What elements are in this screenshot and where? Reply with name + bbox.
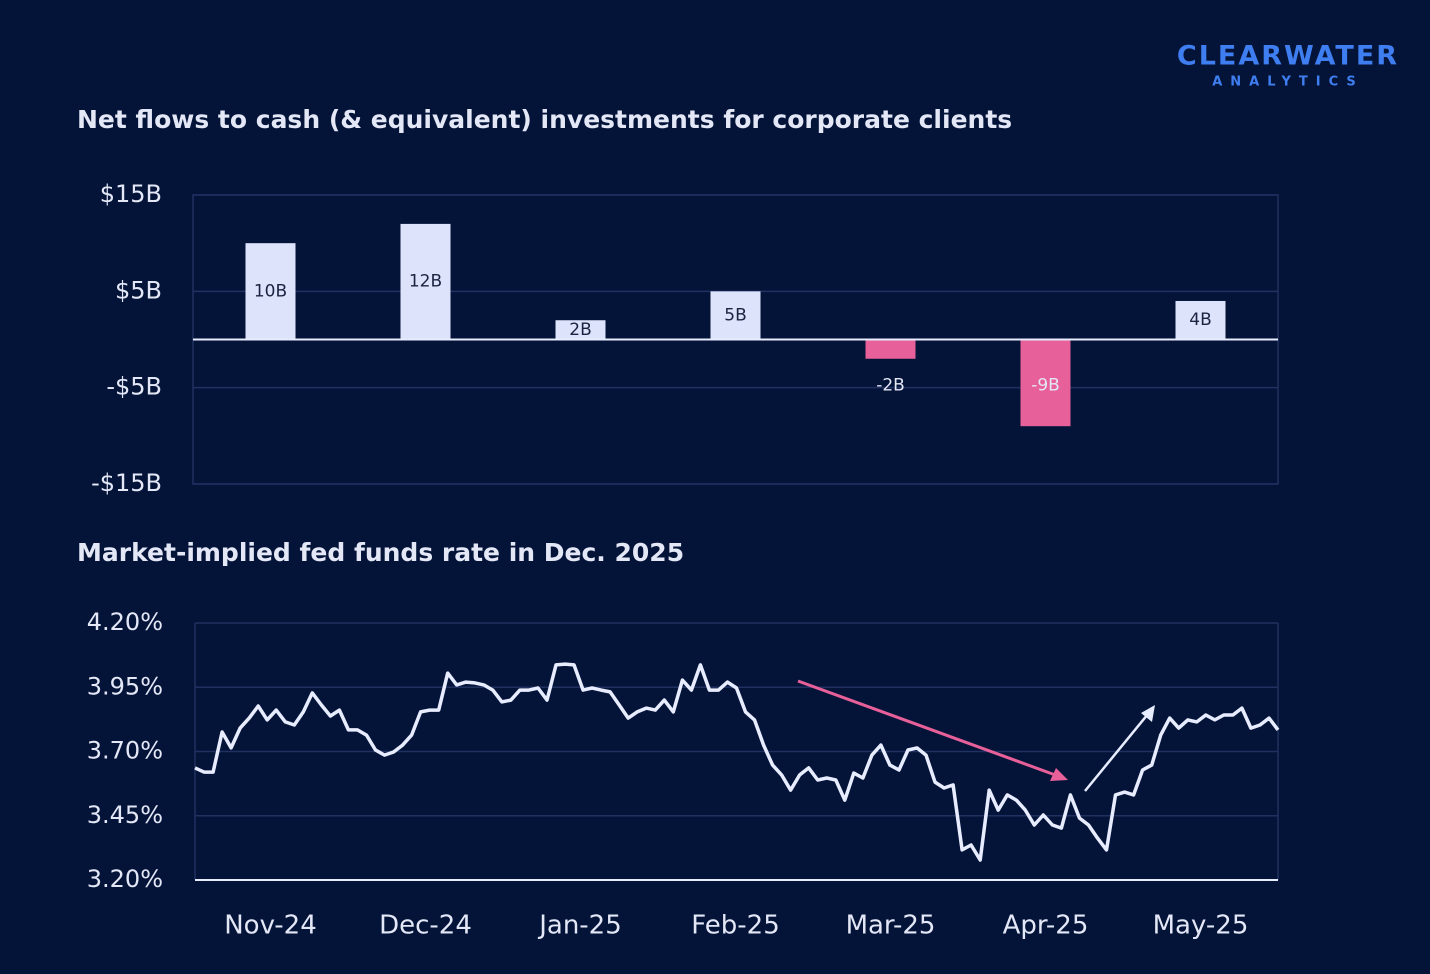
x-tick-label: Jan-25 [537,911,622,941]
line [194,662,1280,862]
y-tick-label: -$5B [106,373,162,401]
y-tick-label: 3.20% [87,865,163,893]
bar [1175,300,1226,340]
chart-title: Net flows to cash (& equivalent) investm… [77,105,1012,134]
y-tick-label: -$15B [91,469,162,497]
bar [1020,339,1071,427]
brand-tagline: ANALYTICS [1212,75,1364,90]
x-tick-label: May-25 [1153,911,1249,941]
bar [400,223,451,340]
marks: -$15B -$5B $5B $15B Nov-24 10B Dec-24 12B Jan-25… [87,180,1280,941]
bar [555,320,606,340]
value-label: -9B [1031,376,1060,396]
trend-arrow [797,679,1059,778]
value-label: 5B [724,305,746,325]
x-tick-label: Dec-24 [379,911,472,941]
y-tick-label: $5B [115,276,162,304]
y-tick-label: 4.20% [87,608,163,636]
bar [865,339,916,359]
trend-arrow [1084,713,1149,792]
y-tick-label: 3.95% [87,672,163,700]
y-tick-label: 3.70% [87,737,163,765]
chart-title: Market-implied fed funds rate in Dec. 20… [77,538,684,567]
x-tick-label: Apr-25 [1003,911,1089,941]
arrow-head [1141,705,1155,722]
value-label: 4B [1189,310,1211,330]
value-label: 12B [409,272,442,292]
value-label: -2B [876,376,905,396]
bar [245,243,296,340]
y-tick-label: 3.45% [87,801,163,829]
x-tick-label: Feb-25 [691,911,780,941]
value-label: 2B [569,320,591,340]
brand-name: CLEARWATER [1177,41,1399,72]
y-tick-label: $15B [100,180,162,208]
arrow-head [1050,768,1068,781]
value-label: 10B [254,281,287,301]
x-tick-label: Mar-25 [846,911,936,941]
bar [710,291,761,340]
x-tick-label: Nov-24 [224,911,317,941]
